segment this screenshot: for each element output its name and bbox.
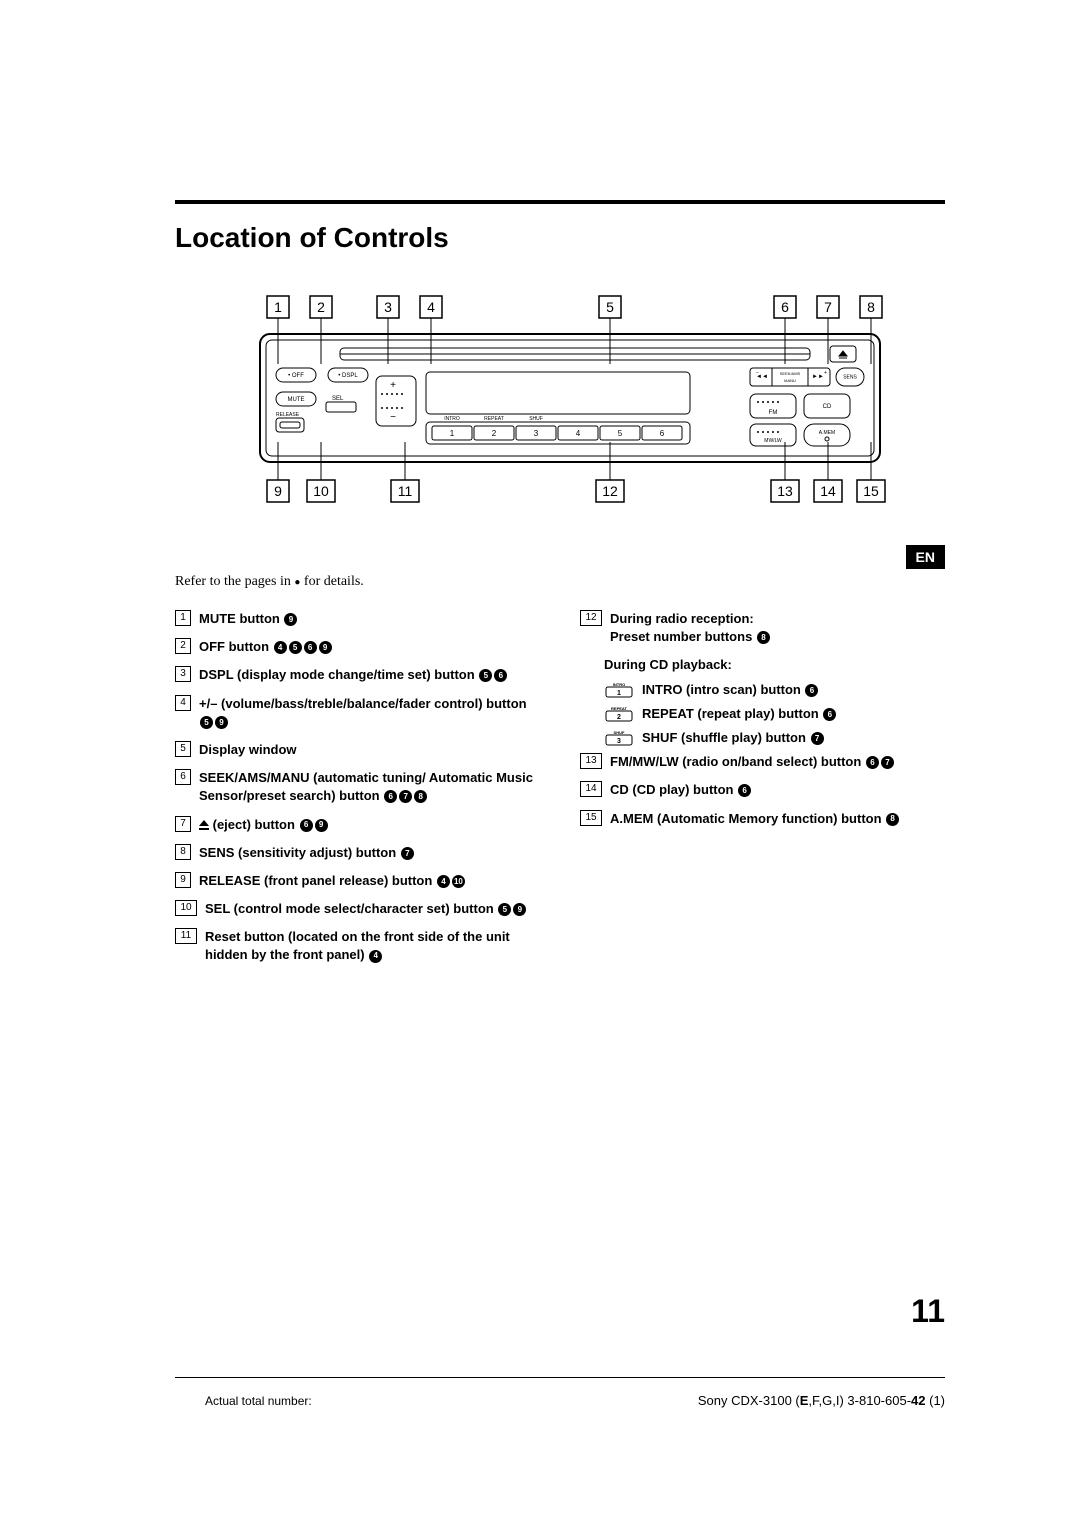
svg-text:1: 1 bbox=[274, 299, 282, 315]
svg-text:MUTE: MUTE bbox=[288, 397, 305, 403]
svg-text:5: 5 bbox=[606, 299, 614, 315]
item-number-box: 7 bbox=[175, 816, 191, 832]
svg-text:A.MEM: A.MEM bbox=[819, 430, 835, 436]
svg-text:+: + bbox=[824, 370, 827, 376]
svg-text:SHUF: SHUF bbox=[529, 416, 543, 422]
svg-text:REPEAT: REPEAT bbox=[611, 706, 627, 711]
svg-text:+: + bbox=[390, 380, 396, 391]
item-number-box: 10 bbox=[175, 900, 197, 916]
svg-text:6: 6 bbox=[660, 429, 665, 438]
svg-text:4: 4 bbox=[427, 299, 435, 315]
svg-text:• OFF: • OFF bbox=[288, 373, 304, 379]
svg-text:3: 3 bbox=[534, 429, 539, 438]
page-number: 11 bbox=[911, 1293, 945, 1330]
item-number-box: 13 bbox=[580, 753, 602, 769]
svg-text:9: 9 bbox=[274, 483, 282, 499]
item-number-box: 2 bbox=[175, 638, 191, 654]
svg-text:8: 8 bbox=[867, 299, 875, 315]
svg-text:4: 4 bbox=[576, 429, 581, 438]
item-number-box: 9 bbox=[175, 872, 191, 888]
language-tab: EN bbox=[906, 545, 945, 569]
control-item-9: 9 RELEASE (front panel release) button 4… bbox=[175, 872, 540, 890]
svg-text:10: 10 bbox=[313, 483, 329, 499]
control-item-14: 14 CD (CD play) button 6 bbox=[580, 781, 945, 799]
control-item-4: 4 +/– (volume/bass/treble/balance/fader … bbox=[175, 695, 540, 731]
refer-note: Refer to the pages in ● for details. bbox=[175, 574, 945, 590]
item-number-box: 8 bbox=[175, 844, 191, 860]
svg-text:INTRO: INTRO bbox=[444, 416, 460, 422]
cd-sub-item: INTRO 1 INTRO (intro scan) button 6 bbox=[604, 681, 945, 699]
svg-text:INTRO: INTRO bbox=[613, 682, 625, 687]
svg-text:6: 6 bbox=[781, 299, 789, 315]
control-item-10: 10 SEL (control mode select/character se… bbox=[175, 900, 540, 918]
svg-text:FM: FM bbox=[769, 410, 778, 416]
svg-text:MW/LW: MW/LW bbox=[764, 438, 782, 444]
svg-text:12: 12 bbox=[602, 483, 618, 499]
svg-text:3: 3 bbox=[384, 299, 392, 315]
svg-text:REPEAT: REPEAT bbox=[484, 416, 504, 422]
svg-text:SHUF: SHUF bbox=[614, 730, 625, 735]
svg-text:13: 13 bbox=[777, 483, 793, 499]
footer-right: Sony CDX-3100 (E,F,G,I) 3-810-605-42 (1) bbox=[698, 1393, 945, 1408]
item-number-box: 5 bbox=[175, 741, 191, 757]
svg-text:2: 2 bbox=[492, 429, 497, 438]
svg-text:−: − bbox=[390, 412, 396, 423]
svg-text:2: 2 bbox=[317, 299, 325, 315]
svg-text:15: 15 bbox=[863, 483, 879, 499]
svg-text:11: 11 bbox=[398, 483, 413, 499]
svg-text:2: 2 bbox=[617, 714, 621, 721]
control-item-5: 5 Display window bbox=[175, 741, 540, 759]
control-item-3: 3 DSPL (display mode change/time set) bu… bbox=[175, 666, 540, 684]
footer-rule bbox=[175, 1377, 945, 1378]
control-item-2: 2 OFF button 4569 bbox=[175, 638, 540, 656]
key-icon: REPEAT 2 bbox=[604, 705, 634, 723]
svg-text:CD: CD bbox=[823, 404, 832, 410]
svg-text:SENS: SENS bbox=[843, 375, 857, 381]
svg-text:7: 7 bbox=[824, 299, 832, 315]
footer-left: Actual total number: bbox=[205, 1394, 312, 1408]
control-item-1: 1 MUTE button 9 bbox=[175, 610, 540, 628]
page-title: Location of Controls bbox=[175, 222, 945, 254]
cd-playback-header: During CD playback: bbox=[604, 656, 945, 674]
svg-text:3: 3 bbox=[617, 738, 621, 745]
svg-text:• DSPL: • DSPL bbox=[338, 373, 358, 379]
svg-text:−: − bbox=[756, 370, 759, 376]
item-number-box: 15 bbox=[580, 810, 602, 826]
control-item-12: 12 During radio reception:Preset number … bbox=[580, 610, 945, 646]
key-icon: INTRO 1 bbox=[604, 681, 634, 699]
control-item-13: 13 FM/MW/LW (radio on/band select) butto… bbox=[580, 753, 945, 771]
item-number-box: 4 bbox=[175, 695, 191, 711]
controls-list-left: 1 MUTE button 9 2 OFF button 4569 3 DSPL… bbox=[175, 610, 540, 975]
controls-list-right: 12 During radio reception:Preset number … bbox=[580, 610, 945, 975]
svg-text:►►: ►► bbox=[812, 374, 824, 380]
svg-text:RELEASE: RELEASE bbox=[276, 412, 300, 418]
svg-text:SEEK/AMS: SEEK/AMS bbox=[780, 371, 801, 376]
key-icon: SHUF 3 bbox=[604, 729, 634, 747]
svg-text:14: 14 bbox=[820, 483, 836, 499]
item-number-box: 3 bbox=[175, 666, 191, 682]
section-rule bbox=[175, 200, 945, 204]
svg-text:1: 1 bbox=[450, 429, 455, 438]
svg-text:5: 5 bbox=[618, 429, 623, 438]
item-number-box: 6 bbox=[175, 769, 191, 785]
svg-text:1: 1 bbox=[617, 690, 621, 697]
cd-sub-item: SHUF 3 SHUF (shuffle play) button 7 bbox=[604, 729, 945, 747]
eject-icon bbox=[199, 820, 209, 830]
control-item-6: 6 SEEK/AMS/MANU (automatic tuning/ Autom… bbox=[175, 769, 540, 805]
item-number-box: 14 bbox=[580, 781, 602, 797]
control-item-15: 15 A.MEM (Automatic Memory function) but… bbox=[580, 810, 945, 828]
svg-text:SEL: SEL bbox=[332, 396, 344, 402]
item-number-box: 1 bbox=[175, 610, 191, 626]
cd-sub-item: REPEAT 2 REPEAT (repeat play) button 6 bbox=[604, 705, 945, 723]
control-item-8: 8 SENS (sensitivity adjust) button 7 bbox=[175, 844, 540, 862]
control-item-7: 7 (eject) button 69 bbox=[175, 816, 540, 834]
device-diagram: • OFF• DSPLMUTESELRELEASE+−123456INTRORE… bbox=[175, 294, 945, 504]
control-item-11: 11 Reset button (located on the front si… bbox=[175, 928, 540, 964]
svg-text:MANU: MANU bbox=[784, 378, 796, 383]
item-number-box: 11 bbox=[175, 928, 197, 944]
